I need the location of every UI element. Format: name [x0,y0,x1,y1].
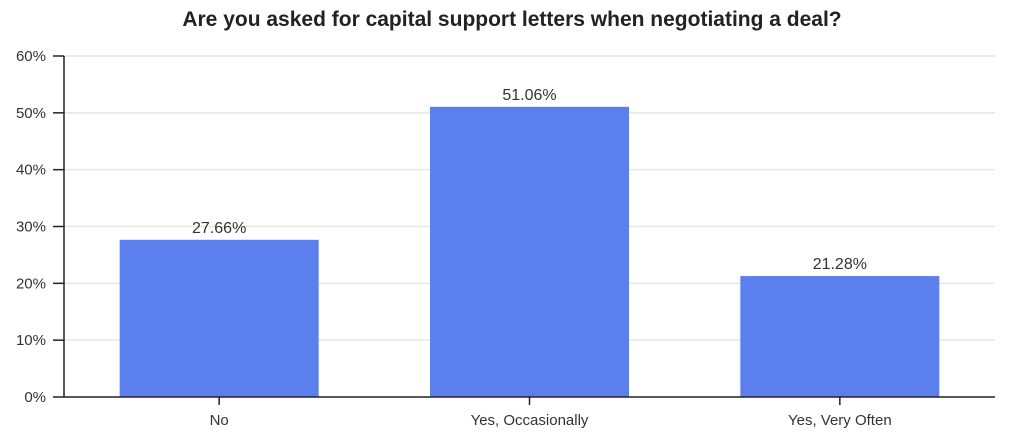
y-tick-label: 50% [16,105,46,122]
x-tick-label: Yes, Occasionally [471,412,589,429]
x-tick-label: Yes, Very Often [788,412,892,429]
x-tick-label: No [210,412,229,429]
data-label: 21.28% [813,256,867,273]
bar [119,239,319,397]
y-tick-label: 20% [16,275,46,292]
chart-title: Are you asked for capital support letter… [182,8,842,31]
y-tick-label: 30% [16,219,46,236]
y-tick-label: 0% [24,389,46,406]
y-tick-label: 60% [16,48,46,65]
data-label: 27.66% [192,220,246,237]
y-tick-label: 40% [16,162,46,179]
y-tick-label: 10% [16,332,46,349]
bar [740,276,940,397]
data-label: 51.06% [502,87,556,104]
bar [430,106,629,398]
